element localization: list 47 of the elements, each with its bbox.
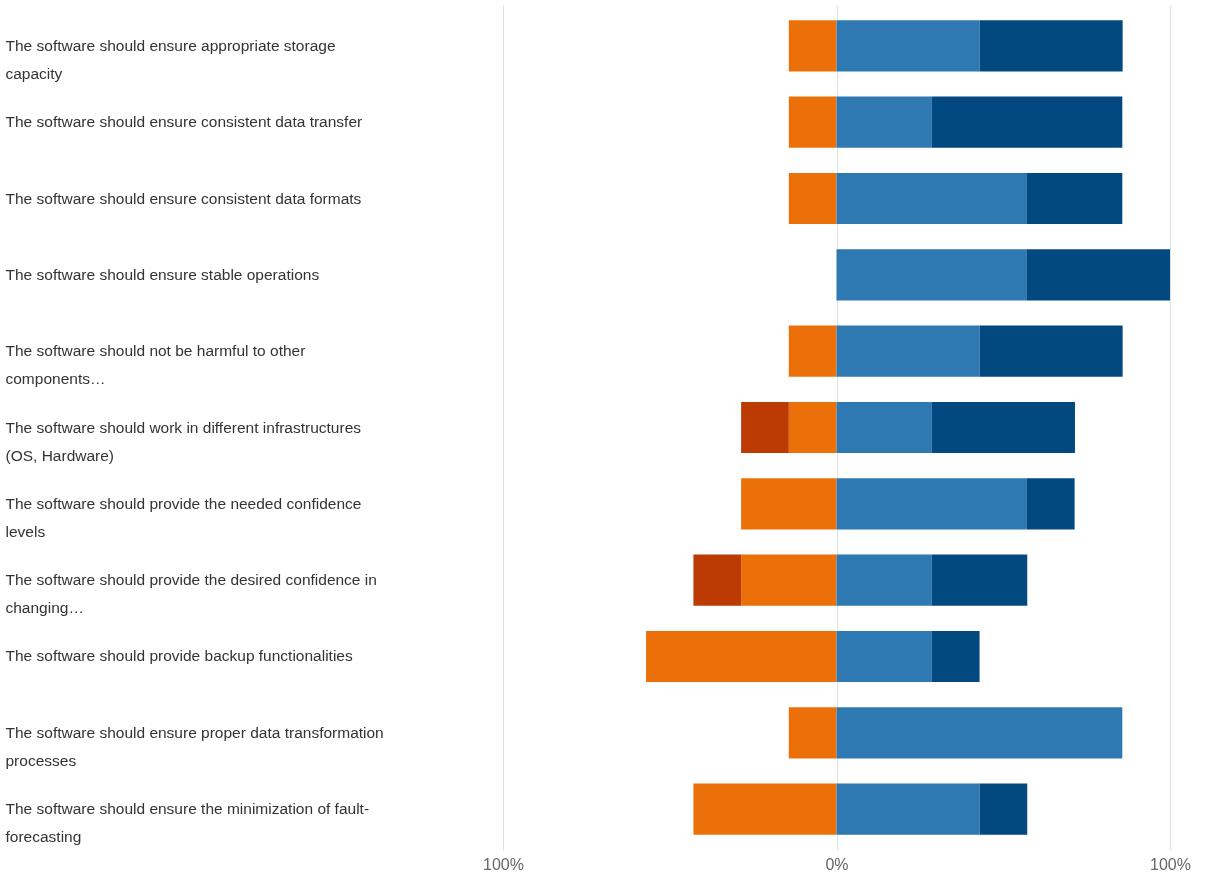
bar <box>788 401 837 454</box>
bar <box>1026 249 1170 301</box>
bar <box>693 783 837 835</box>
bar <box>741 401 789 454</box>
x-tick-label: 100% <box>483 855 524 873</box>
bar <box>931 401 1075 454</box>
bar <box>979 783 1028 835</box>
y-tick-label: The software should work in different infrastructures (OS, Hardware) <box>5 418 362 464</box>
bar <box>788 20 837 72</box>
x-tick-label: 0% <box>825 855 849 873</box>
bar <box>979 325 1123 377</box>
bar <box>836 783 980 835</box>
bar <box>788 707 837 759</box>
bar <box>836 707 1123 759</box>
bar <box>836 478 1027 530</box>
bar <box>836 96 932 148</box>
y-tick-label: The software should not be harmful to other components… <box>5 342 306 388</box>
bar <box>741 554 837 606</box>
y-tick-label: The software should ensure consistent data formats <box>5 189 362 207</box>
bar <box>646 630 837 683</box>
bar <box>788 96 837 148</box>
bar <box>1026 478 1075 530</box>
bar <box>931 96 1123 148</box>
bar <box>836 249 1027 301</box>
y-tick-label: The software should ensure appropriate storage capacity <box>5 36 336 82</box>
y-tick-label: The software should ensure stable operations <box>5 265 320 283</box>
bar <box>788 325 837 377</box>
y-tick-label: The software should provide the needed confidence levels <box>5 494 362 540</box>
y-tick-label: The software should ensure the minimization of fault-forecasting <box>5 800 370 846</box>
bar <box>788 172 837 225</box>
x-tick-label: 100% <box>1150 855 1191 873</box>
bar <box>836 401 932 454</box>
bar <box>931 554 1028 606</box>
bar <box>836 20 980 72</box>
bar <box>1026 172 1123 225</box>
bar <box>741 478 837 530</box>
bar <box>836 325 980 377</box>
y-tick-label: The software should ensure proper data transformation processes <box>5 723 384 769</box>
bar <box>693 554 742 606</box>
bar <box>836 172 1027 225</box>
y-tick-label: The software should ensure consistent data transfer <box>5 113 363 131</box>
bar <box>979 20 1123 72</box>
y-tick-label: The software should provide the desired confidence in changing… <box>5 571 377 617</box>
bar <box>931 630 980 683</box>
bar <box>836 554 932 606</box>
y-tick-label: The software should provide backup functionalities <box>5 647 353 665</box>
bar <box>836 630 932 683</box>
